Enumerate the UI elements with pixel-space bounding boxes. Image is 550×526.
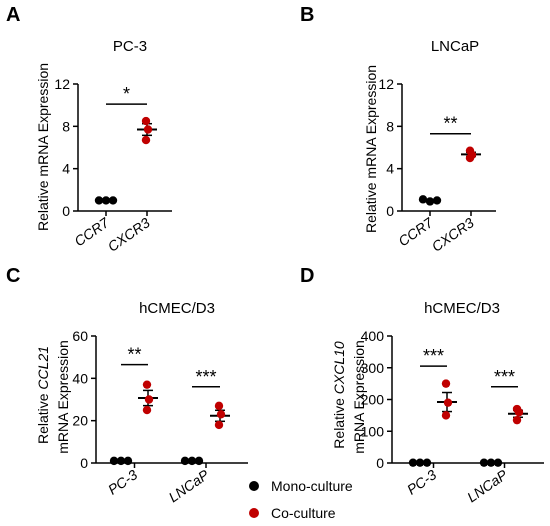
panel-d-y-axis-label-line2: mRNA Expression — [351, 340, 367, 454]
panel-d-data-point — [441, 411, 451, 420]
panel-d-y-axis-label: Relative CXCL10 — [331, 341, 347, 449]
panel-d-category-label: LNCaP — [464, 466, 511, 505]
panel-a-y-tick-label: 0 — [62, 203, 70, 219]
panel-c-category-label: LNCaP — [166, 466, 213, 505]
panel-c-y-axis-label-line2: mRNA Expression — [55, 340, 71, 454]
panel-a-data-point — [143, 125, 153, 134]
panel-c-data-point — [194, 456, 204, 466]
panel-c-data-point — [116, 456, 126, 466]
panel-letter-b: B — [300, 4, 314, 26]
panel-a-y-axis-label: Relative mRNA Expression — [35, 63, 51, 231]
panel-d-y-axis-label-gene: CXCL10 — [331, 341, 347, 394]
panel-d-data-point — [512, 415, 522, 425]
panel-b-y-tick-label: 0 — [386, 203, 394, 219]
panel-c-data-point — [180, 456, 190, 466]
panel-d-data-point — [443, 398, 453, 407]
panel-c-y-axis-label-prefix: Relative — [35, 393, 51, 444]
panel-b-data-point — [465, 153, 475, 163]
panel-a-data-point — [108, 196, 118, 205]
panel-d-data-point — [422, 458, 432, 467]
panel-d-data-point — [514, 408, 524, 417]
panel-c-data-point — [123, 456, 133, 466]
panel-d-data-point — [479, 458, 489, 467]
panel-a-y-tick-label: 8 — [62, 118, 70, 134]
panel-b-y-tick-label: 4 — [386, 161, 394, 177]
panel-d-title: hCMEC/D3 — [424, 300, 500, 317]
panel-c-category-label: PC-3 — [105, 466, 140, 498]
panel-c-data-point — [144, 395, 154, 404]
panel-c-data-point — [142, 405, 152, 415]
panel-d-category-label: PC-3 — [404, 466, 439, 498]
panel-c-data-point — [142, 380, 152, 389]
panel-c: hCMEC/D3 Relative CCL21 mRNA Expression … — [35, 300, 248, 505]
panel-c-y-tick-label: 20 — [72, 413, 88, 429]
panel-c-y-tick-label: 60 — [72, 328, 88, 344]
legend-label-co-culture: Co-culture — [271, 505, 336, 521]
panel-d-data-point — [415, 458, 425, 467]
panel-a-data-point — [101, 196, 111, 205]
panel-d-y-tick-label: 300 — [361, 360, 385, 376]
panel-d-data-point — [441, 379, 451, 388]
panel-b-data-point — [418, 195, 428, 204]
panel-d-y-tick-label: 200 — [361, 392, 385, 408]
panel-a-data-point — [141, 116, 151, 126]
panel-c-data-point — [187, 456, 197, 466]
panel-b-y-axis-label: Relative mRNA Expression — [363, 65, 379, 233]
panel-d-y-tick-label: 0 — [376, 455, 384, 471]
panel-a-data-point — [94, 196, 104, 205]
panel-a-category-label: CXCR3 — [105, 214, 153, 254]
panel-letter-a: A — [6, 4, 20, 26]
panel-d-data-point — [493, 458, 503, 467]
panel-d-significance-label: *** — [423, 346, 444, 366]
legend-marker-co-culture — [249, 508, 259, 518]
panel-c-significance-label: *** — [195, 367, 216, 387]
panel-a-y-tick-label: 12 — [54, 76, 70, 92]
panel-d-data-point — [408, 458, 418, 467]
panel-c-y-tick-label: 40 — [72, 370, 88, 386]
panel-c-data-point — [109, 456, 119, 466]
panel-c-y-axis-label: Relative CCL21 — [35, 346, 51, 444]
panel-letter-c: C — [6, 265, 20, 287]
panel-c-title: hCMEC/D3 — [139, 300, 215, 317]
panel-c-significance-label: ** — [127, 345, 141, 365]
panel-c-data-point — [214, 401, 224, 411]
panel-d-y-tick-label: 400 — [361, 328, 385, 344]
panel-d-data-point — [486, 458, 496, 467]
panel-a: PC-3 Relative mRNA Expression 04812CCR7C… — [35, 38, 172, 255]
panel-b-data-point — [425, 197, 435, 206]
panel-d-significance-label: *** — [494, 367, 515, 387]
panel-a-data-point — [141, 135, 151, 145]
panel-a-significance-label: * — [123, 84, 130, 104]
panel-d-plot: 0 100 200 300 400 PC-3 LNCaP *** *** — [361, 328, 544, 505]
panel-a-title: PC-3 — [113, 38, 147, 55]
panel-c-data-point — [214, 420, 224, 430]
panel-b-y-tick-label: 12 — [378, 76, 394, 92]
panel-a-y-tick-label: 4 — [62, 161, 70, 177]
panel-b: LNCaP Relative mRNA Expression 04812CCR7… — [363, 38, 496, 255]
panel-b-y-tick-label: 8 — [386, 118, 394, 134]
panel-b-title: LNCaP — [431, 38, 479, 55]
panel-b-significance-label: ** — [443, 114, 457, 134]
panel-c-y-axis-label-gene: CCL21 — [35, 346, 51, 390]
legend-label-mono-culture: Mono-culture — [271, 478, 353, 494]
panel-c-data-point — [216, 410, 226, 419]
legend-marker-mono-culture — [249, 481, 259, 491]
legend: Mono-culture Co-culture — [249, 478, 353, 521]
panel-d: hCMEC/D3 Relative CXCL10 mRNA Expression… — [331, 300, 544, 505]
panel-c-y-tick-label: 0 — [80, 455, 88, 471]
panel-d-y-axis-label-prefix: Relative — [331, 398, 347, 449]
panel-b-category-label: CXCR3 — [429, 214, 477, 254]
panel-b-data-point — [432, 196, 442, 205]
panel-d-y-tick-label: 100 — [361, 423, 385, 439]
panel-letter-d: D — [300, 265, 314, 287]
